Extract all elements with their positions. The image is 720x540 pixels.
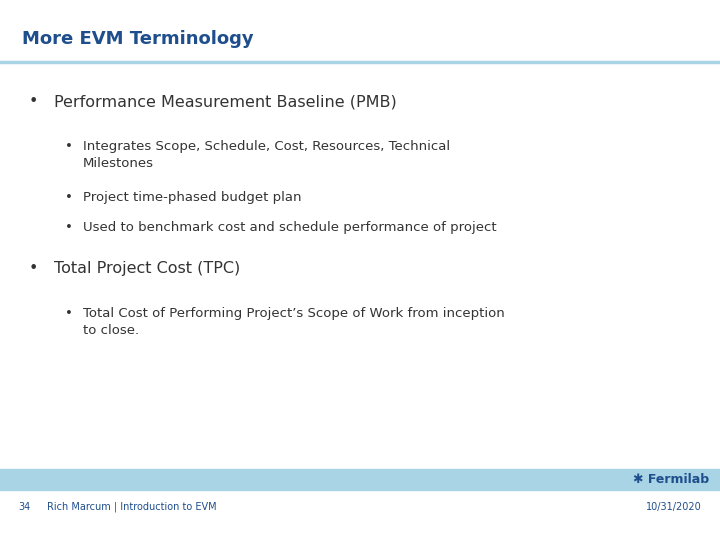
Bar bbox=[0, 469, 720, 490]
Text: •: • bbox=[65, 307, 73, 320]
Text: •: • bbox=[65, 191, 73, 204]
Text: •: • bbox=[65, 140, 73, 153]
Text: 34: 34 bbox=[18, 502, 30, 511]
Text: Performance Measurement Baseline (PMB): Performance Measurement Baseline (PMB) bbox=[54, 94, 397, 110]
Text: 10/31/2020: 10/31/2020 bbox=[647, 502, 702, 511]
Text: Total Cost of Performing Project’s Scope of Work from inception
to close.: Total Cost of Performing Project’s Scope… bbox=[83, 307, 505, 337]
Text: Project time-phased budget plan: Project time-phased budget plan bbox=[83, 191, 301, 204]
Text: •: • bbox=[29, 261, 38, 276]
Text: Rich Marcum | Introduction to EVM: Rich Marcum | Introduction to EVM bbox=[47, 501, 217, 512]
Text: More EVM Terminology: More EVM Terminology bbox=[22, 30, 253, 48]
Text: Integrates Scope, Schedule, Cost, Resources, Technical
Milestones: Integrates Scope, Schedule, Cost, Resour… bbox=[83, 140, 450, 170]
Text: •: • bbox=[29, 94, 38, 110]
Text: Total Project Cost (TPC): Total Project Cost (TPC) bbox=[54, 261, 240, 276]
Text: ✱ Fermilab: ✱ Fermilab bbox=[633, 473, 709, 486]
Text: Used to benchmark cost and schedule performance of project: Used to benchmark cost and schedule perf… bbox=[83, 221, 496, 234]
Text: •: • bbox=[65, 221, 73, 234]
